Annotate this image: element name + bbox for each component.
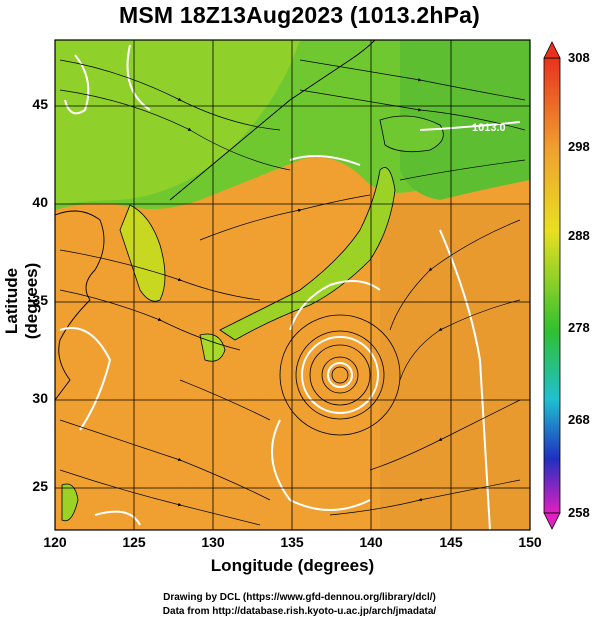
colorbar-top-arrow [543,41,561,59]
green-yellow-band [55,40,300,205]
x-tick: 150 [518,534,542,550]
taiwan [61,483,79,522]
y-tick: 35 [32,292,48,308]
credits: Drawing by DCL (https://www.gfd-dennou.o… [0,591,599,619]
chart-title: MSM 18Z13Aug2023 (1013.2hPa) [119,2,480,28]
japan-honshu [219,167,396,341]
colorbar-tick: 278 [568,320,590,335]
y-tick: 30 [32,390,48,406]
colorbar-bottom-arrow [543,512,561,530]
colorbar [543,57,561,514]
x-tick: 125 [122,534,146,550]
y-tick: 40 [32,194,48,210]
x-tick: 135 [280,534,304,550]
colorbar-tick: 258 [568,505,590,520]
y-tick: 45 [32,96,48,112]
x-tick: 120 [43,534,67,550]
typhoon-vortex [279,314,401,436]
korea-peninsula [119,204,166,302]
credit-line-1: Drawing by DCL (https://www.gfd-dennou.o… [163,592,436,603]
asia-coastline [55,210,105,401]
x-tick: 145 [439,534,463,550]
warm-pacific [380,205,530,530]
colorbar-tick: 268 [568,412,590,427]
north-pacific-green [400,40,530,200]
colorbar-tick: 288 [568,228,590,243]
x-tick: 130 [201,534,225,550]
credit-line-2: Data from http://database.rish.kyoto-u.a… [162,606,437,617]
japan-hokkaido [379,115,444,153]
colorbar-tick: 298 [568,139,590,154]
russia-coastline [169,40,376,201]
japan-kyushu [199,333,226,362]
streamlines [59,59,526,526]
isobars [59,44,521,530]
colorbar-tick: 308 [568,50,590,65]
contour-label: 1013.0 [472,122,506,134]
y-axis-label: Latitude (degrees) [2,262,41,340]
graticule [55,40,530,530]
x-axis-label: Longitude (degrees) [210,556,375,575]
x-tick: 140 [359,534,383,550]
y-tick: 25 [32,478,48,494]
plot-frame [54,39,531,531]
